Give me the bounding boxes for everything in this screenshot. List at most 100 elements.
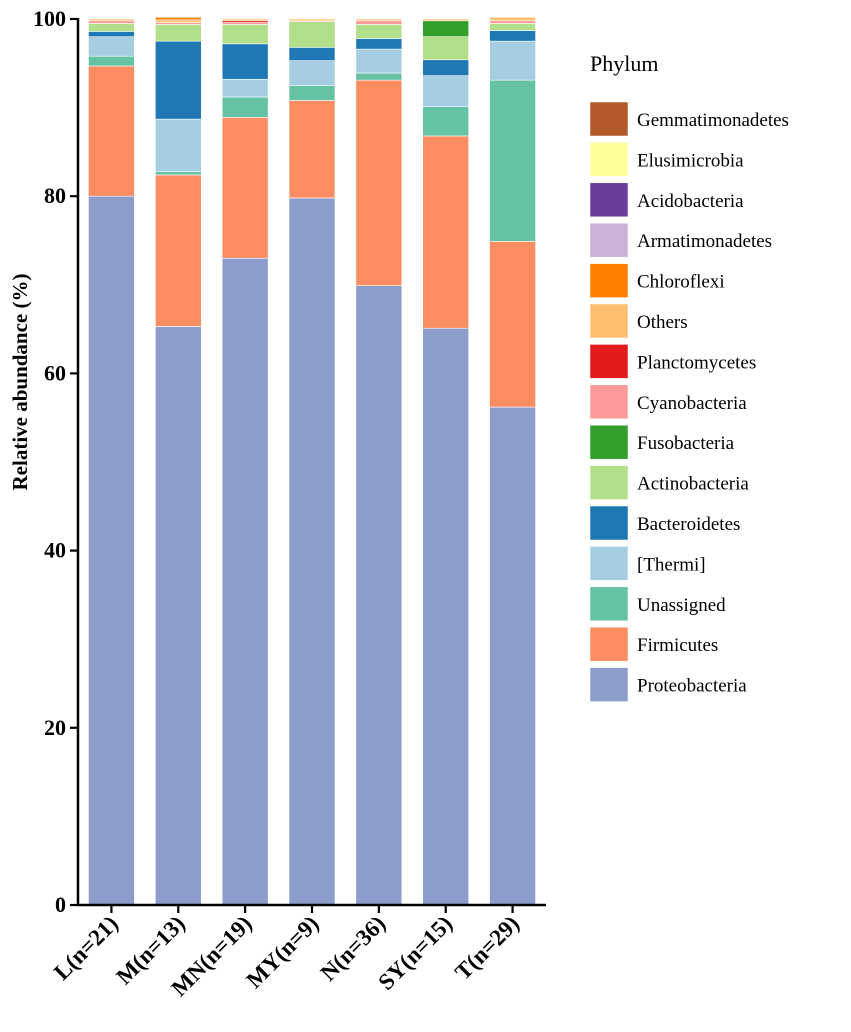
legend-label: [Thermi] [637,554,706,575]
bar-segment-thermi-5 [422,75,470,108]
bar-segment-firmicutes-0 [88,65,135,197]
bar-segment-unassigned-5 [422,106,470,137]
bar-segment-proteobacteria-2 [221,257,269,906]
x-tick-label: T(n=29) [450,911,524,985]
y-tick-label: 80 [44,183,66,208]
legend-label: Acidobacteria [637,191,744,212]
bar-segment-bacteroidetes-3 [288,47,336,61]
legend-label: Firmicutes [637,635,718,656]
legend-item-thermi: [Thermi] [589,546,706,581]
legend-item-firmicutes: Firmicutes [589,626,718,662]
bar-segment-others-0 [88,18,135,22]
legend-swatch [589,626,629,662]
legend-swatch [589,344,629,379]
x-tick-label: SY(n=15) [373,911,457,995]
bar-segment-others-3 [288,18,336,22]
legend-swatch [589,384,629,420]
bar-segment-unassigned-2 [221,96,269,118]
bar-segment-firmicutes-6 [489,241,536,408]
bar-segment-others-4 [355,18,403,22]
legend-swatch [589,424,629,460]
legend-swatch [589,263,629,298]
legend-label: Others [637,312,688,333]
bar-segment-thermi-6 [489,40,536,81]
bar-segment-others-2 [221,18,269,22]
legend-label: Gemmatimonadetes [637,110,789,131]
legend-label: Armatimonadetes [637,231,772,252]
bar-segment-cyanobacteria-4 [355,20,403,25]
y-tick-label: 20 [44,715,66,740]
bar-segment-firmicutes-3 [288,100,336,199]
legend-item-elusimicrobia: Elusimicrobia [589,142,744,177]
legend-label: Planctomycetes [637,352,756,373]
legend-title: Phylum [590,51,658,76]
bar-segment-proteobacteria-5 [422,327,470,906]
legend-swatch [589,142,629,177]
bar-segment-cyanobacteria-6 [489,20,536,24]
x-tick-label: L(n=21) [49,911,123,985]
legend-swatch [589,222,629,258]
bar-segment-bacteroidetes-2 [221,43,269,80]
legend-item-fusobacteria: Fusobacteria [589,424,735,460]
legend-item-actinobacteria: Actinobacteria [589,465,749,500]
bar-segment-actinobacteria-5 [422,36,470,61]
y-tick-label: 0 [55,892,66,917]
bar-segment-others-5 [422,18,470,22]
legend-swatch [589,667,629,702]
legend-label: Actinobacteria [637,474,749,495]
bar-segment-actinobacteria-0 [88,23,135,32]
legend-item-planctomycetes: Planctomycetes [589,344,756,379]
x-tick-label: MY(n=9) [241,911,323,993]
legend-label: Proteobacteria [637,676,747,697]
legend-swatch [589,101,629,137]
bar-segment-unassigned-1 [154,171,202,176]
bar-segment-proteobacteria-4 [355,285,403,906]
bar-segment-thermi-0 [88,36,135,57]
legend-item-unassigned: Unassigned [589,586,726,622]
bar-segment-unassigned-6 [489,79,536,242]
bar-segment-bacteroidetes-4 [355,38,403,50]
y-tick-label: 60 [44,360,66,385]
bar-segment-proteobacteria-3 [288,197,336,906]
bar-segment-chloroflexi-1 [154,16,202,21]
legend-item-acidobacteria: Acidobacteria [589,182,744,218]
bar-segment-thermi-4 [355,48,403,74]
bar-segment-actinobacteria-6 [489,23,536,31]
bar-segment-bacteroidetes-6 [489,30,536,42]
legend-item-proteobacteria: Proteobacteria [589,667,747,702]
bar-segment-firmicutes-4 [355,79,403,286]
bar-segment-firmicutes-5 [422,135,470,329]
legend-swatch [589,182,629,218]
y-tick-label: 40 [44,538,66,563]
bar-segment-bacteroidetes-5 [422,59,470,77]
legend-item-cyanobacteria: Cyanobacteria [589,384,747,420]
bar-segment-cyanobacteria-0 [88,20,135,24]
bar-segment-actinobacteria-3 [288,21,336,48]
legend-label: Fusobacteria [637,433,735,454]
bar-segment-unassigned-4 [355,72,403,81]
y-tick-label: 100 [33,6,66,31]
legend: Phylum Gemmatimonadetes Elusimicrobia Acido… [589,51,789,702]
legend-label: Elusimicrobia [637,150,744,171]
bar-segment-thermi-1 [154,118,202,172]
bar-segment-unassigned-3 [288,85,336,101]
legend-swatch [589,303,629,339]
bar-segment-bacteroidetes-0 [88,31,135,38]
bar-segment-fusobacteria-5 [422,20,470,38]
bar-segment-actinobacteria-2 [221,24,269,45]
legend-label: Unassigned [637,595,726,616]
legend-label: Bacteroidetes [637,514,740,535]
y-axis-title: Relative abundance (%) [8,274,32,491]
bar-segment-thermi-3 [288,60,336,86]
bar-segment-firmicutes-2 [221,117,269,259]
bar-segment-others-1 [154,19,202,23]
bars-layer [88,16,536,906]
bar-segment-thermi-2 [221,78,269,98]
legend-item-armatimonadetes: Armatimonadetes [589,222,772,258]
bar-segment-proteobacteria-6 [489,406,536,906]
bar-segment-bacteroidetes-1 [154,40,202,120]
bar-segment-proteobacteria-0 [88,195,135,906]
legend-swatch [589,505,629,541]
